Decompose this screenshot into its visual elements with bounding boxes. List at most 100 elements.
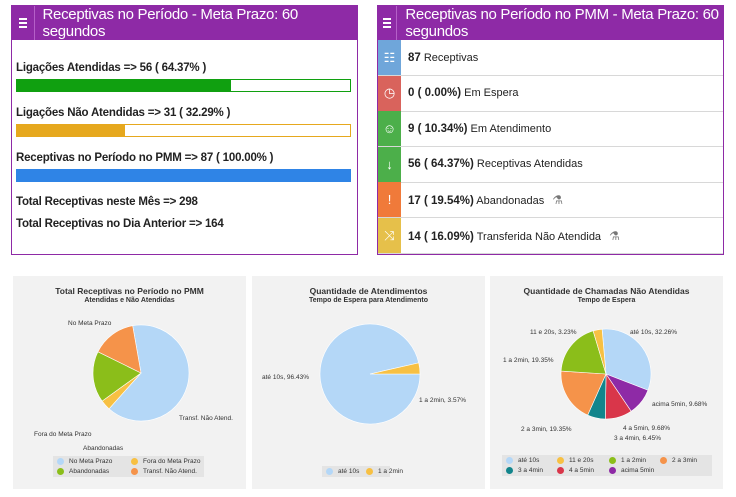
pie-chart-nao-atendidas [560, 328, 652, 420]
pie-chart-atendimentos [319, 323, 421, 425]
legend-item[interactable]: Fora do Meta Prazo [131, 458, 200, 465]
legend-item[interactable]: Abandonadas [57, 468, 109, 475]
panel-title: Receptivas no Período - Meta Prazo: 60 s… [42, 6, 299, 40]
slice-label: acima 5min, 9.68% [652, 401, 708, 408]
slice-label: 2 a 3min, 19.35% [521, 426, 572, 433]
chart-subtitle: Tempo de Espera para Atendimento [308, 297, 429, 304]
status-label: Receptivas Atendidas [473, 158, 583, 171]
slice-label: 3 a 4min, 6.45% [614, 435, 661, 442]
pie-slice-at-10s[interactable] [601, 328, 652, 391]
slice-label: 1 a 2min, 19.35% [503, 357, 554, 364]
slice-label: Abandonadas [83, 445, 124, 452]
progress-bar-nao-atendidas [16, 124, 351, 137]
legend-item[interactable]: Transf. Não Atend. [131, 468, 197, 475]
stat-atendidas-label: Ligações Atendidas => 56 ( 64.37% ) [16, 62, 207, 74]
pie-slice-abandonadas[interactable] [92, 351, 142, 402]
legend-dot [557, 467, 564, 474]
legend-dot [131, 458, 138, 465]
stat-nao-atendidas-label: Ligações Não Atendidas => 31 ( 32.29% ) [16, 107, 231, 119]
clock-icon: ◷ [378, 75, 401, 111]
legend-label: Transf. Não Atend. [143, 468, 197, 475]
pie-slice-transf-n-o-atend-[interactable] [97, 325, 142, 374]
menu-icon[interactable] [378, 6, 398, 40]
legend-item[interactable]: 3 a 4min [506, 467, 543, 474]
menu-icon[interactable] [12, 6, 35, 40]
progress-fill [17, 170, 350, 181]
chart-legend: No Meta Prazo Fora do Meta Prazo Abandon… [53, 456, 204, 477]
total-prev-day-text: Total Receptivas no Dia Anterior => 164 [16, 218, 224, 230]
legend-item[interactable]: 2 a 3min [660, 457, 697, 464]
status-row: ◷ 0 ( 0.00%) Em Espera [378, 75, 723, 112]
chart-subtitle: Atendidas e Não Atendidas [84, 297, 175, 304]
slice-label: 4 a 5min, 9.68% [623, 425, 670, 432]
progress-fill [17, 125, 125, 136]
legend-item[interactable]: 11 e 20s [557, 457, 593, 464]
slice-label: Transf. Não Atend. [179, 415, 233, 422]
status-value: 17 ( 19.54%) [408, 194, 474, 207]
legend-item[interactable]: 1 a 2min [366, 468, 403, 475]
legend-dot [131, 468, 138, 475]
panel-header: Receptivas no Período no PMM - Meta Praz… [378, 6, 723, 40]
status-row: ↓ 56 ( 64.37%) Receptivas Atendidas [378, 146, 723, 183]
warning-icon: ! [378, 182, 401, 218]
legend-label: No Meta Prazo [69, 458, 113, 465]
progress-bar-pmm [16, 169, 351, 182]
shuffle-icon: ⤨ [378, 218, 401, 253]
status-text: 14 ( 16.09%) Transferida Não Atendida ⚗ [408, 229, 620, 243]
chart-card-nao-atendidas: Quantidade de Chamadas Não Atendidas Tem… [490, 276, 723, 489]
receptivas-pmm-panel: Receptivas no Período no PMM - Meta Praz… [377, 5, 724, 255]
legend-label: 1 a 2min [378, 468, 403, 475]
status-label: Em Espera [461, 87, 519, 100]
slice-label: Fora do Meta Prazo [34, 431, 92, 438]
chart-card-atendimentos: Quantidade de Atendimentos Tempo de Espe… [252, 276, 485, 489]
legend-dot [609, 467, 616, 474]
status-list: ☷ 87 Receptivas ◷ 0 ( 0.00%) Em Espera ☺ 9 ( … [378, 40, 723, 254]
legend-label: 11 e 20s [569, 457, 594, 464]
legend-dot [557, 457, 564, 464]
legend-dot [506, 457, 513, 464]
pie-slice-11-e-20s[interactable] [592, 328, 607, 375]
legend-item[interactable]: No Meta Prazo [57, 458, 112, 465]
status-text: 17 ( 19.54%) Abandonadas ⚗ [408, 193, 563, 207]
legend-label: 4 a 5min [569, 467, 594, 474]
arrow-down-icon: ↓ [378, 146, 401, 182]
status-row: ⤨ 14 ( 16.09%) Transferida Não Atendida ⚗ [378, 218, 723, 254]
link-icon[interactable]: ⚗ [552, 192, 563, 207]
status-value: 56 ( 64.37%) [408, 158, 474, 171]
legend-label: até 10s [518, 457, 540, 464]
status-text: 87 Receptivas [408, 52, 478, 64]
chart-subtitle: Tempo de Espera [577, 297, 636, 304]
legend-item[interactable]: 1 a 2min [609, 457, 646, 464]
status-text: 56 ( 64.37%) Receptivas Atendidas [408, 158, 583, 170]
slice-label: 11 e 20s, 3.23% [530, 329, 577, 336]
legend-label: 3 a 4min [518, 467, 543, 474]
pie-slice-no-meta-prazo[interactable] [108, 324, 190, 422]
link-icon[interactable]: ⚗ [609, 228, 620, 243]
status-label: Receptivas [420, 51, 479, 64]
pie-slice-1-a-2min[interactable] [369, 362, 421, 375]
status-row: ! 17 ( 19.54%) Abandonadas ⚗ [378, 182, 723, 219]
slice-label: até 10s, 32.26% [630, 329, 677, 336]
user-icon: ☺ [378, 111, 401, 147]
legend-dot [57, 468, 64, 475]
legend-dot [660, 457, 667, 464]
pie-slice-2-a-3min[interactable] [560, 370, 607, 416]
status-text: 0 ( 0.00%) Em Espera [408, 87, 519, 99]
status-value: 0 ( 0.00%) [408, 87, 462, 100]
panel-header: Receptivas no Período - Meta Prazo: 60 s… [12, 6, 357, 40]
legend-item[interactable]: 4 a 5min [557, 467, 594, 474]
legend-item[interactable]: até 10s [326, 468, 359, 475]
legend-label: Abandonadas [69, 468, 110, 475]
legend-item[interactable]: até 10s [506, 457, 539, 464]
status-label: Em Atendimento [467, 122, 552, 135]
chart-title: Quantidade de Chamadas Não Atendidas [523, 286, 690, 296]
legend-item[interactable]: acima 5min [609, 467, 654, 474]
status-value: 14 ( 16.09%) [408, 230, 474, 243]
pie-slice-1-a-2min[interactable] [560, 330, 607, 375]
legend-dot [609, 457, 616, 464]
chart-title: Total Receptivas no Período no PMM [55, 286, 204, 296]
pie-chart-total [92, 324, 190, 422]
status-row: ☷ 87 Receptivas [378, 40, 723, 76]
legend-label: 1 a 2min [621, 457, 646, 464]
legend-dot [57, 458, 64, 465]
